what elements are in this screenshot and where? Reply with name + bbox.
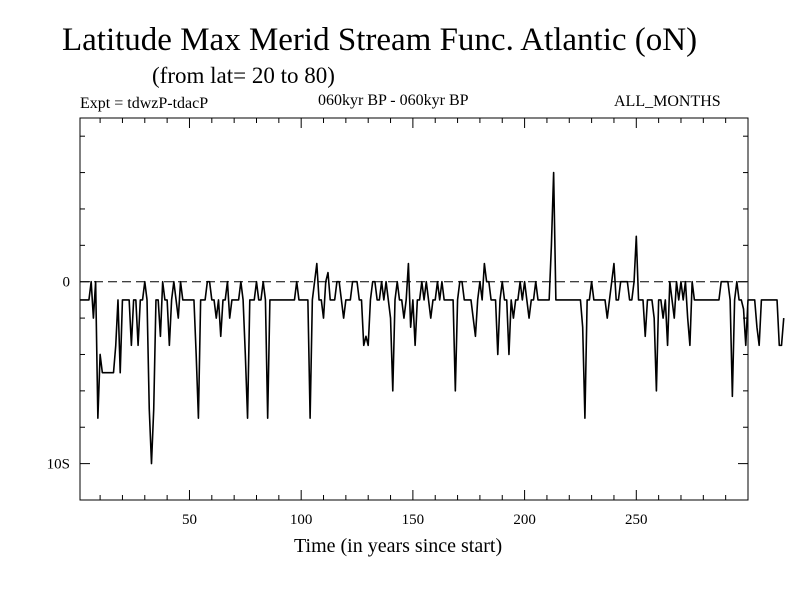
y-tick-label: 0 — [63, 275, 71, 291]
x-tick-label: 200 — [513, 512, 536, 528]
chart-title: Latitude Max Merid Stream Func. Atlantic… — [62, 22, 698, 58]
x-tick-label: 100 — [290, 512, 313, 528]
tick-labels: 50 100 150 200 250 0 10S — [47, 275, 648, 528]
series-line — [80, 171, 785, 465]
x-tick-label: 250 — [625, 512, 648, 528]
chart-subtitle: (from lat= 20 to 80) — [152, 63, 335, 88]
y-tick-label: 10S — [47, 457, 70, 473]
x-tick-label: 150 — [402, 512, 425, 528]
experiment-label: Expt = tdwzP-tdacP — [80, 95, 209, 112]
tick-marks — [80, 118, 748, 501]
months-label: ALL_MONTHS — [614, 93, 721, 110]
x-tick-label: 50 — [182, 512, 197, 528]
period-label: 060kyr BP - 060kyr BP — [318, 92, 469, 109]
x-axis-label: Time (in years since start) — [294, 535, 503, 557]
